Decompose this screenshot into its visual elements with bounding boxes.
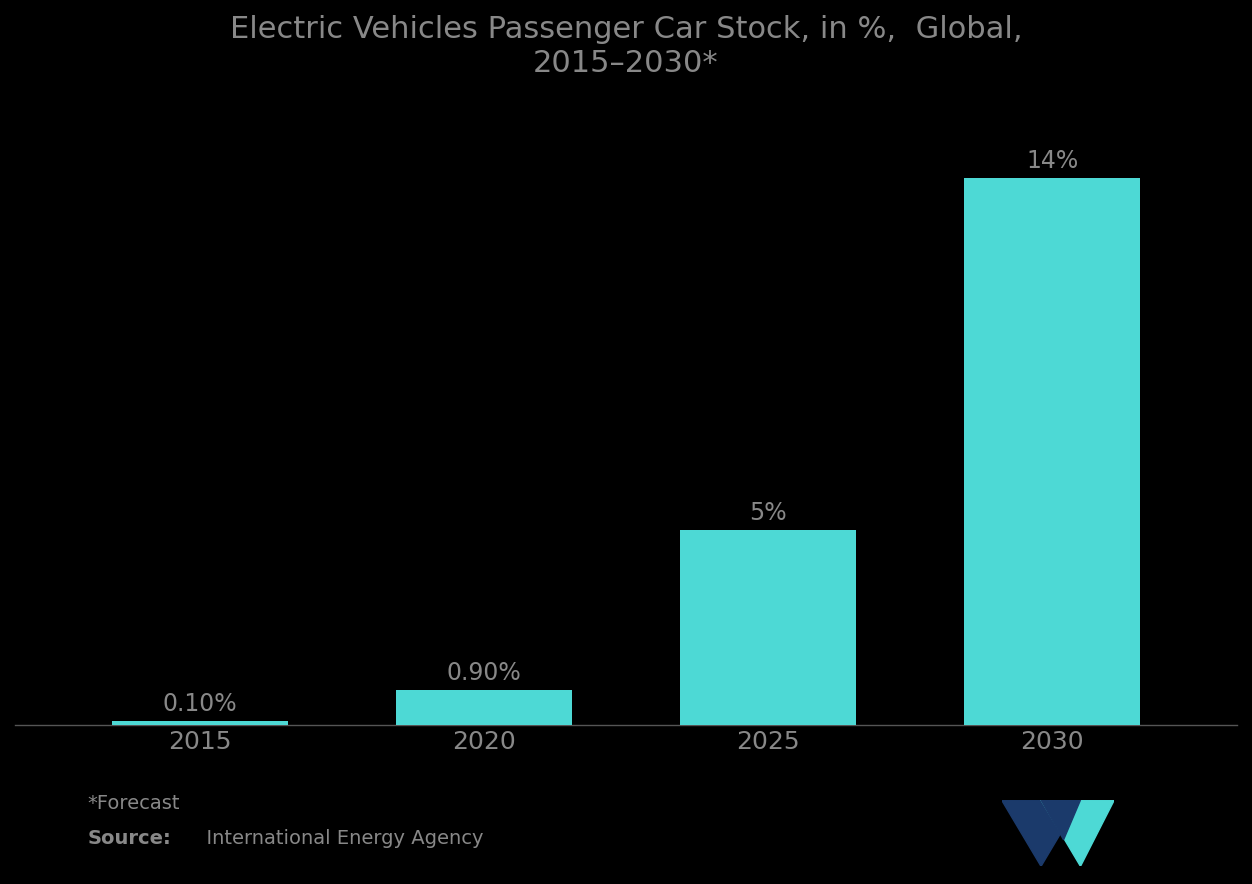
Polygon shape xyxy=(1042,800,1080,840)
Text: Source:: Source: xyxy=(88,829,172,849)
Text: 0.90%: 0.90% xyxy=(447,661,521,685)
Bar xyxy=(964,178,1141,725)
Text: 0.10%: 0.10% xyxy=(163,692,237,716)
Bar xyxy=(111,721,288,725)
Title: Electric Vehicles Passenger Car Stock, in %,  Global,
2015–2030*: Electric Vehicles Passenger Car Stock, i… xyxy=(229,15,1023,78)
Text: International Energy Agency: International Energy Agency xyxy=(194,829,483,849)
Polygon shape xyxy=(1042,800,1114,866)
Text: 14%: 14% xyxy=(1027,149,1078,172)
Polygon shape xyxy=(1002,800,1080,866)
Text: 5%: 5% xyxy=(749,500,788,524)
Bar xyxy=(396,690,572,725)
Text: *Forecast: *Forecast xyxy=(88,794,180,813)
Bar xyxy=(680,530,856,725)
